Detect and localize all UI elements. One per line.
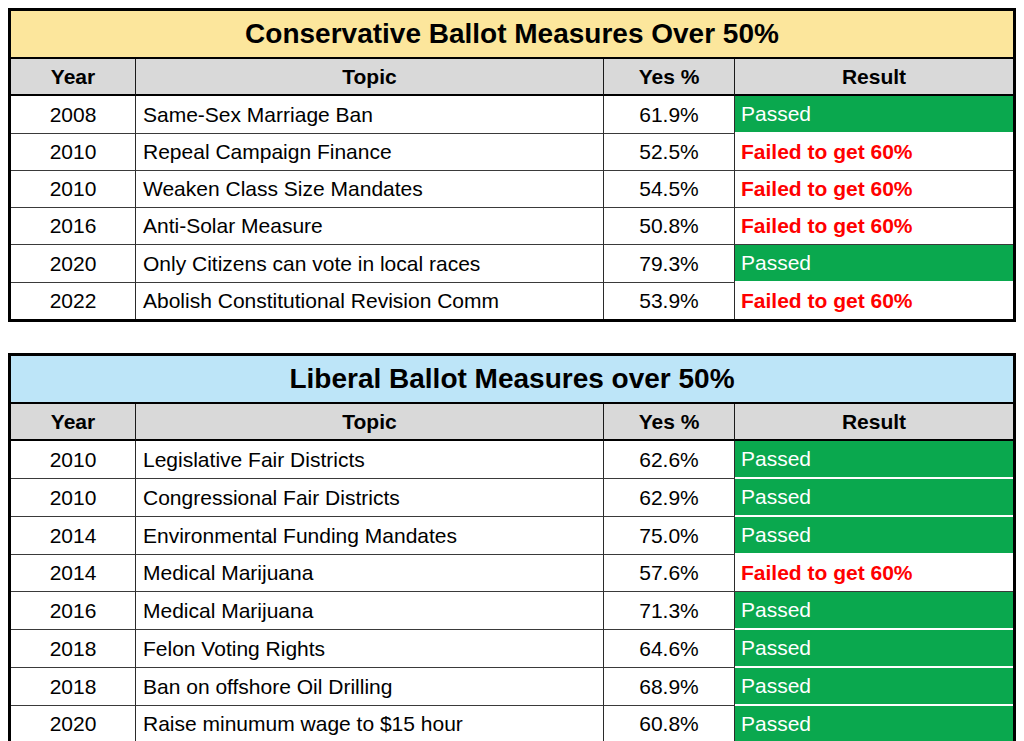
year-cell: 2010 [11,171,136,208]
yes-percent-cell: 52.5% [604,134,735,171]
result-cell: Passed [735,245,1013,283]
result-cell: Failed to get 60% [735,134,1013,171]
table-row: 2016Medical Marijuana71.3%Passed [11,592,1013,630]
year-cell: 2016 [11,592,136,630]
liberal-measures-table: Liberal Ballot Measures over 50% Year To… [8,353,1016,741]
result-column-header: Result [735,404,1013,441]
year-cell: 2016 [11,208,136,245]
topic-column-header: Topic [136,59,604,96]
topic-cell: Abolish Constitutional Revision Comm [136,283,604,319]
topic-cell: Weaken Class Size Mandates [136,171,604,208]
table-row: 2022Abolish Constitutional Revision Comm… [11,283,1013,319]
result-cell: Passed [735,479,1013,517]
table-row: 2010Weaken Class Size Mandates54.5%Faile… [11,171,1013,208]
liberal-table-title: Liberal Ballot Measures over 50% [11,356,1013,404]
year-cell: 2010 [11,441,136,479]
year-cell: 2018 [11,630,136,668]
yes-percent-cell: 50.8% [604,208,735,245]
topic-cell: Anti-Solar Measure [136,208,604,245]
table-row: 2020Only Citizens can vote in local race… [11,245,1013,283]
conservative-data-table: Year Topic Yes % Result 2008Same-Sex Mar… [11,59,1013,319]
year-cell: 2010 [11,134,136,171]
year-column-header: Year [11,404,136,441]
topic-cell: Repeal Campaign Finance [136,134,604,171]
year-cell: 2020 [11,245,136,283]
year-cell: 2022 [11,283,136,319]
topic-cell: Congressional Fair Districts [136,479,604,517]
year-cell: 2018 [11,668,136,706]
topic-cell: Medical Marijuana [136,555,604,592]
year-cell: 2010 [11,479,136,517]
result-cell: Failed to get 60% [735,283,1013,319]
yes-percent-cell: 68.9% [604,668,735,706]
topic-cell: Legislative Fair Districts [136,441,604,479]
topic-cell: Medical Marijuana [136,592,604,630]
page: Conservative Ballot Measures Over 50% Ye… [0,0,1024,741]
yes-percent-cell: 61.9% [604,96,735,134]
yes-percent-cell: 53.9% [604,283,735,319]
result-cell: Passed [735,668,1013,706]
table-row: 2016Anti-Solar Measure50.8%Failed to get… [11,208,1013,245]
yes-percent-cell: 79.3% [604,245,735,283]
table-row: 2010Congressional Fair Districts62.9%Pas… [11,479,1013,517]
result-cell: Failed to get 60% [735,171,1013,208]
topic-cell: Same-Sex Marriage Ban [136,96,604,134]
table-row: 2020Raise minumum wage to $15 hour60.8%P… [11,706,1013,741]
column-header-row: Year Topic Yes % Result [11,59,1013,96]
year-cell: 2008 [11,96,136,134]
result-cell: Passed [735,706,1013,741]
year-column-header: Year [11,59,136,96]
table-row: 2018Felon Voting Rights64.6%Passed [11,630,1013,668]
table-row: 2014Environmental Funding Mandates75.0%P… [11,517,1013,555]
result-cell: Passed [735,441,1013,479]
yes-percent-cell: 64.6% [604,630,735,668]
result-column-header: Result [735,59,1013,96]
topic-cell: Only Citizens can vote in local races [136,245,604,283]
table-row: 2014Medical Marijuana57.6%Failed to get … [11,555,1013,592]
year-cell: 2020 [11,706,136,741]
table-row: 2010Legislative Fair Districts62.6%Passe… [11,441,1013,479]
result-cell: Passed [735,517,1013,555]
result-cell: Passed [735,592,1013,630]
liberal-data-table: Year Topic Yes % Result 2010Legislative … [11,404,1013,741]
topic-cell: Raise minumum wage to $15 hour [136,706,604,741]
yes-percent-cell: 75.0% [604,517,735,555]
yes-percent-column-header: Yes % [604,404,735,441]
topic-cell: Environmental Funding Mandates [136,517,604,555]
result-cell: Passed [735,630,1013,668]
table-row: 2008Same-Sex Marriage Ban61.9%Passed [11,96,1013,134]
yes-percent-cell: 60.8% [604,706,735,741]
topic-column-header: Topic [136,404,604,441]
conservative-table-title: Conservative Ballot Measures Over 50% [11,11,1013,59]
yes-percent-column-header: Yes % [604,59,735,96]
yes-percent-cell: 57.6% [604,555,735,592]
result-cell: Passed [735,96,1013,134]
result-cell: Failed to get 60% [735,208,1013,245]
table-row: 2018Ban on offshore Oil Drilling68.9%Pas… [11,668,1013,706]
yes-percent-cell: 62.6% [604,441,735,479]
result-cell: Failed to get 60% [735,555,1013,592]
yes-percent-cell: 62.9% [604,479,735,517]
topic-cell: Felon Voting Rights [136,630,604,668]
topic-cell: Ban on offshore Oil Drilling [136,668,604,706]
yes-percent-cell: 71.3% [604,592,735,630]
column-header-row: Year Topic Yes % Result [11,404,1013,441]
conservative-measures-table: Conservative Ballot Measures Over 50% Ye… [8,8,1016,322]
year-cell: 2014 [11,517,136,555]
table-row: 2010Repeal Campaign Finance52.5%Failed t… [11,134,1013,171]
yes-percent-cell: 54.5% [604,171,735,208]
year-cell: 2014 [11,555,136,592]
